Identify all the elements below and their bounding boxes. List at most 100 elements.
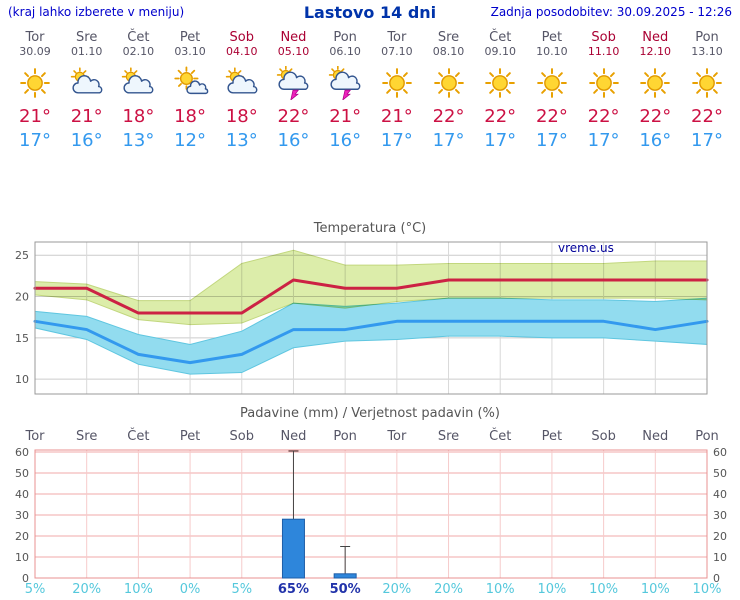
max-temperature-line: [33, 278, 709, 315]
day-name: Sre: [437, 30, 460, 45]
precip-probability: 10%: [640, 582, 670, 597]
day-date: 13.10: [691, 45, 723, 58]
precip-day-label: Pon: [695, 429, 719, 444]
day-high-temp: 18°: [122, 106, 155, 127]
day-date: 07.10: [381, 45, 413, 58]
mostly-cloudy-icon: [59, 66, 115, 100]
day-name: Ned: [642, 30, 669, 45]
precip-probability: 20%: [72, 582, 102, 597]
forecast-day-5: Ned 05.10 22° 16°: [265, 30, 321, 152]
day-name: Ned: [280, 30, 307, 45]
forecast-day-1: Sre 01.10 21° 16°: [59, 30, 115, 152]
day-low-temp: 13°: [122, 130, 155, 151]
mostly-cloudy-icon: [214, 66, 270, 100]
day-name: Tor: [25, 30, 45, 45]
precip-probability: 10%: [123, 582, 153, 597]
precip-day-label: Pon: [333, 429, 357, 444]
sunny-icon: [576, 66, 632, 100]
day-high-temp: 22°: [535, 106, 568, 127]
precip-day-label: Čet: [489, 429, 512, 444]
day-date: 08.10: [432, 45, 465, 58]
day-low-temp: 13°: [225, 130, 258, 151]
day-date: 01.10: [70, 45, 103, 58]
min-temperature-line: [33, 319, 709, 365]
day-low-temp: 16°: [639, 130, 672, 151]
day-name: Tor: [387, 30, 407, 45]
vreme-us-link[interactable]: vreme.us: [558, 241, 614, 255]
precip-ytick-left: 0: [22, 572, 29, 583]
precip-ytick-left: 40: [15, 488, 29, 501]
day-date: 10.10: [536, 45, 568, 58]
precip-day-label: Ned: [280, 429, 307, 444]
day-low-temp: 17°: [587, 130, 620, 151]
precip-ytick-left: 60: [15, 447, 29, 459]
precip-probability: 5%: [231, 582, 253, 597]
precip-probability: 10%: [589, 582, 619, 597]
precip-probability: 10%: [537, 582, 567, 597]
precip-day-label: Sob: [229, 429, 254, 444]
forecast-day-13: Pon 13.10 22° 17°: [679, 30, 735, 152]
precip-ytick-left: 10: [15, 551, 29, 564]
day-name: Pon: [695, 30, 719, 45]
precip-day-label: Sre: [76, 429, 98, 444]
day-date: 03.10: [174, 45, 206, 58]
precip-day-label: Tor: [387, 429, 407, 444]
day-high-temp: 21°: [329, 106, 362, 127]
temp-ytick: 20: [15, 291, 29, 304]
mostly-cloudy-icon: [110, 66, 166, 100]
forecast-day-0: Tor 30.09 21° 17°: [7, 30, 63, 152]
day-low-temp: 17°: [432, 130, 465, 151]
sunny-icon: [421, 66, 477, 100]
forecast-day-3: Pet 03.10 18° 12°: [162, 30, 218, 152]
day-date: 12.10: [639, 45, 672, 58]
last-update-text: Zadnja posodobitev: 30.09.2025 - 12:26: [490, 5, 732, 19]
day-date: 30.09: [19, 45, 51, 58]
sunny-icon: [627, 66, 683, 100]
sunny-icon: [7, 66, 63, 100]
day-low-temp: 16°: [329, 130, 362, 151]
thunderstorm-icon: [317, 66, 373, 100]
day-low-temp: 17°: [535, 130, 568, 151]
precip-probability: 65%: [277, 582, 310, 597]
precip-probability: 10%: [692, 582, 722, 597]
precip-probability: 10%: [485, 582, 515, 597]
precip-day-label: Tor: [25, 429, 45, 444]
day-name: Pet: [541, 30, 563, 45]
precip-probability: 5%: [24, 582, 46, 597]
day-date: 09.10: [484, 45, 516, 58]
day-low-temp: 17°: [484, 130, 517, 151]
precipitation-bar: [333, 573, 357, 579]
day-high-temp: 22°: [432, 106, 465, 127]
forecast-day-8: Sre 08.10 22° 17°: [421, 30, 477, 152]
day-low-temp: 16°: [277, 130, 310, 151]
temp-ytick: 15: [15, 332, 29, 345]
day-low-temp: 17°: [19, 130, 51, 151]
precipitation-chart: 0 0 10 10 20 20 30 30 40 40 50 50 60 60: [15, 447, 727, 583]
precip-ytick-left: 50: [15, 467, 29, 480]
precipitation-bar: [281, 518, 305, 579]
day-high-temp: 22°: [484, 106, 517, 127]
precip-ytick-right: 60: [713, 447, 727, 459]
forecast-day-9: Čet 09.10 22° 17°: [472, 30, 528, 152]
precip-probability: 50%: [329, 582, 361, 597]
day-low-temp: 17°: [380, 130, 413, 151]
precip-ytick-right: 50: [713, 467, 727, 480]
precip-ytick-left: 30: [15, 509, 29, 522]
precip-day-label: Pet: [179, 429, 201, 444]
day-name: Čet: [489, 30, 512, 45]
forecast-day-7: Tor 07.10 21° 17°: [369, 30, 425, 152]
day-date: 04.10: [226, 45, 258, 58]
precip-day-label: Čet: [127, 429, 150, 444]
partly-cloudy-icon: [162, 66, 218, 100]
sunny-icon: [679, 66, 735, 100]
day-date: 11.10: [587, 45, 620, 58]
day-name: Čet: [127, 30, 150, 45]
precip-ytick-right: 0: [713, 572, 720, 583]
forecast-day-12: Ned 12.10 22° 16°: [627, 30, 683, 152]
day-high-temp: 21°: [380, 106, 413, 127]
page-title: Lastovo 14 dni: [303, 3, 437, 22]
day-name: Pet: [179, 30, 201, 45]
day-date: 06.10: [329, 45, 361, 58]
precip-ytick-left: 20: [15, 530, 29, 543]
